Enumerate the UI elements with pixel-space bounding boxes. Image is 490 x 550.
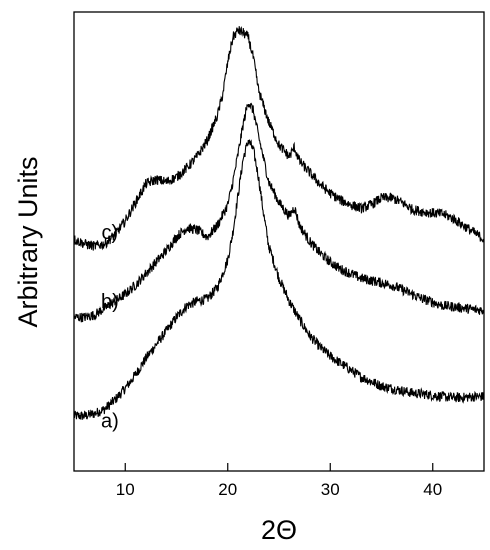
series-line-1 bbox=[73, 102, 485, 323]
x-axis-ticks: 10 20 30 40 bbox=[116, 463, 442, 499]
y-axis-label: Arbitrary Units bbox=[13, 156, 43, 327]
x-tick-label: 10 bbox=[116, 480, 135, 499]
x-tick-label: 30 bbox=[321, 480, 340, 499]
series-line-0 bbox=[73, 139, 485, 420]
plot-frame bbox=[73, 11, 485, 472]
x-tick-label: 40 bbox=[423, 480, 442, 499]
x-tick-label: 20 bbox=[218, 480, 237, 499]
series-label-1: b) bbox=[101, 291, 119, 313]
series-group bbox=[73, 26, 485, 420]
x-axis-label: 2Θ bbox=[261, 515, 297, 545]
series-label-0: a) bbox=[101, 410, 119, 432]
series-labels: a) b) c) bbox=[101, 222, 119, 432]
series-line-2 bbox=[73, 26, 485, 251]
series-label-2: c) bbox=[102, 222, 119, 244]
